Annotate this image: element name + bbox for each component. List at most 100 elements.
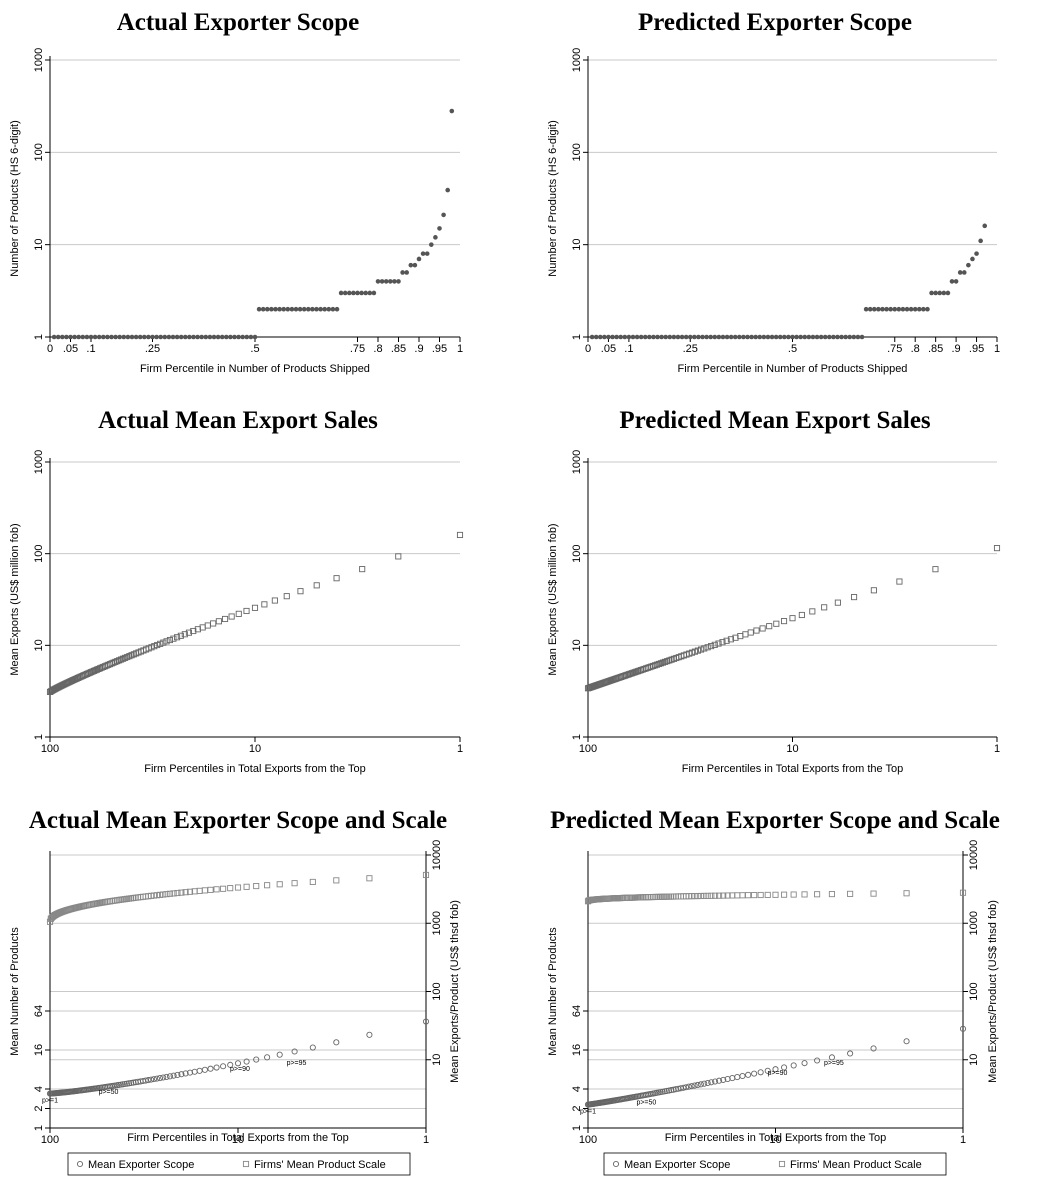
x-tick-label: .95	[969, 343, 984, 355]
data-point	[694, 1081, 701, 1089]
y-tick-label: 1	[571, 734, 583, 740]
y-axis-label: Mean Number of Products	[547, 927, 559, 1056]
legend-label: Firms' Mean Product Scale	[254, 1159, 386, 1171]
data-point	[749, 334, 754, 340]
data-point	[659, 334, 664, 340]
x-tick-label: 1	[994, 343, 1000, 355]
data-point	[697, 892, 704, 900]
data-point	[80, 334, 86, 340]
data-point	[810, 334, 816, 340]
y-axis-label: Mean Exports (US$ million fob)	[547, 523, 559, 675]
y-tick-label: 100	[571, 143, 583, 161]
data-point	[794, 334, 799, 340]
data-point	[757, 891, 764, 899]
data-point	[753, 627, 760, 634]
data-point	[773, 334, 779, 340]
data-point	[712, 1078, 719, 1085]
data-point	[697, 1081, 704, 1088]
data-point	[157, 640, 164, 647]
data-point	[96, 334, 102, 340]
data-point	[112, 658, 119, 665]
y2-tick-label: 1000	[431, 911, 443, 935]
data-point	[961, 270, 967, 275]
data-point	[859, 334, 865, 340]
chart-panel-a1: Actual Exporter Scope 1 10 100 1000 0 .05 .1 .25…	[9, 9, 463, 375]
data-point	[220, 1063, 227, 1070]
data-point	[166, 890, 174, 897]
data-point	[993, 545, 1001, 552]
data-point	[355, 290, 360, 296]
data-point	[125, 334, 131, 340]
y2-tick-label: 10	[968, 1054, 980, 1066]
data-point	[814, 891, 821, 898]
data-point	[765, 334, 771, 340]
data-point	[700, 334, 705, 340]
data-point	[687, 334, 693, 340]
y-tick-label: 1	[33, 334, 45, 340]
data-point	[163, 1073, 170, 1080]
data-point	[88, 334, 94, 340]
data-point	[941, 290, 947, 296]
x-tick-label: 0	[47, 343, 53, 355]
data-point	[117, 334, 122, 340]
data-point	[276, 1051, 283, 1058]
data-point	[708, 334, 713, 340]
data-point	[814, 334, 820, 340]
x-tick-label: .9	[414, 343, 423, 355]
data-point	[806, 334, 812, 340]
data-point	[626, 334, 632, 340]
chart-panel-p2: Predicted Mean Export Sales 1 10 100 1000 100…	[547, 407, 1000, 775]
data-point	[228, 334, 233, 340]
data-point	[933, 290, 938, 296]
data-point	[210, 620, 217, 627]
data-point	[655, 660, 662, 668]
data-point	[870, 587, 877, 594]
data-point	[301, 306, 307, 312]
data-point	[827, 334, 832, 340]
data-point	[306, 306, 311, 312]
data-point	[694, 647, 701, 654]
data-point	[93, 666, 101, 673]
data-point	[243, 1058, 250, 1065]
data-point	[276, 881, 283, 888]
data-point	[201, 887, 208, 894]
data-point	[661, 658, 669, 665]
data-point	[261, 601, 268, 608]
data-point	[716, 1077, 723, 1084]
data-point	[125, 1080, 133, 1087]
data-point	[174, 334, 180, 340]
x-tick-label: .25	[683, 343, 698, 355]
y-tick-label: 1	[571, 1125, 583, 1131]
x-tick-label: .05	[63, 343, 78, 355]
data-point	[773, 620, 780, 627]
data-point	[720, 334, 726, 340]
y-tick-label: 10	[571, 239, 583, 251]
data-point	[153, 892, 160, 899]
data-point	[109, 334, 114, 340]
data-point	[366, 875, 373, 882]
data-point	[191, 334, 196, 340]
data-point	[404, 270, 410, 275]
data-point	[843, 334, 848, 340]
data-point	[326, 306, 332, 312]
data-point	[772, 1066, 779, 1073]
data-point	[153, 1075, 160, 1082]
data-point	[395, 553, 402, 560]
data-point	[818, 334, 824, 340]
annotation-label: p>=90	[768, 1070, 788, 1077]
data-point	[236, 334, 241, 340]
data-point	[375, 279, 381, 284]
legend-label: Mean Exporter Scope	[624, 1159, 730, 1171]
data-point	[207, 334, 213, 340]
annotation-label: p>=50	[99, 1089, 119, 1096]
y-tick-label: 4	[571, 1086, 583, 1092]
data-point	[449, 108, 455, 114]
data-point	[181, 631, 188, 638]
data-point	[120, 655, 127, 662]
data-point	[158, 334, 163, 340]
data-point	[847, 890, 854, 897]
x-axis-label: Firm Percentiles in Total Exports from t…	[144, 763, 366, 775]
data-point	[412, 262, 418, 268]
data-point	[291, 1048, 298, 1055]
data-point	[652, 662, 659, 669]
